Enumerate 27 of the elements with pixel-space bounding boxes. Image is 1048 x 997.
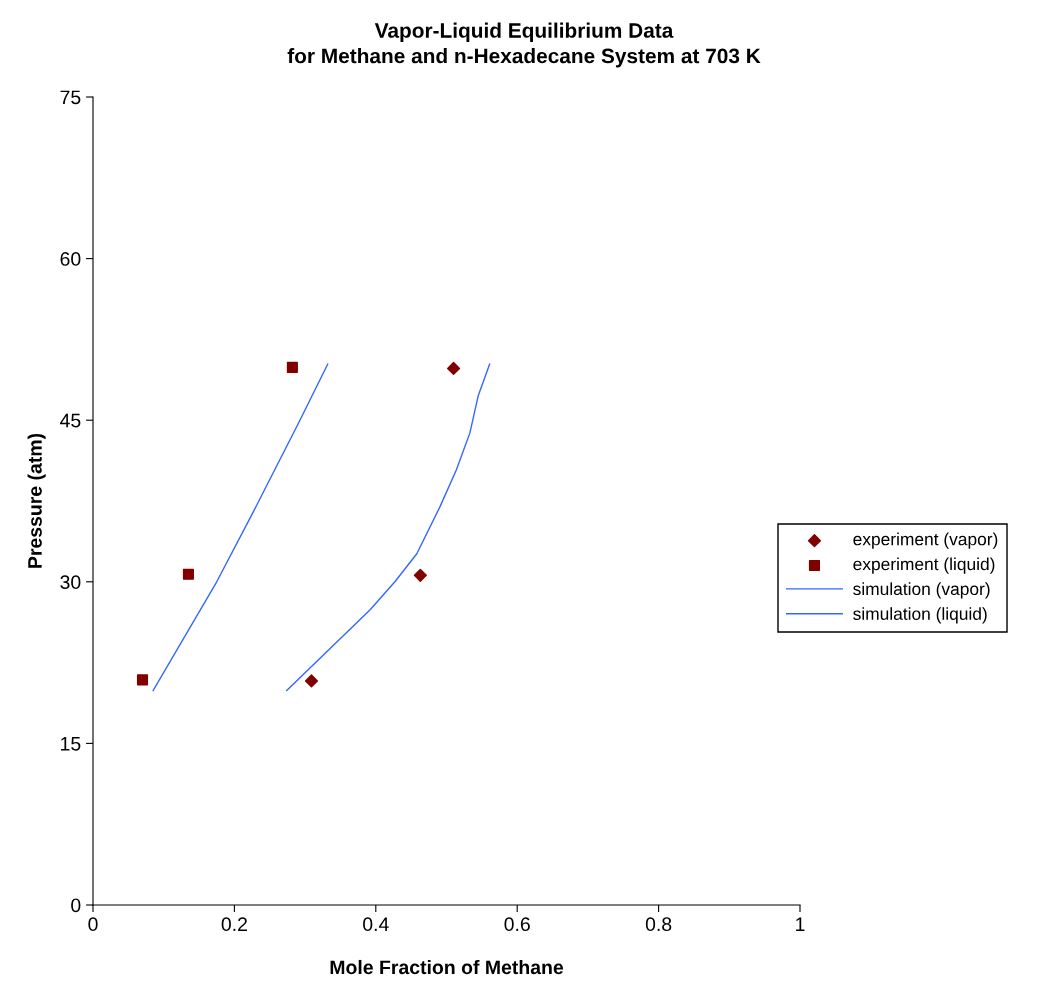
- x-tick-label: 0.8: [645, 917, 672, 932]
- y-tick-label: 0: [71, 898, 81, 913]
- legend-label: simulation (liquid): [853, 607, 987, 624]
- line-series: [286, 363, 491, 692]
- legend-label: simulation (vapor): [853, 582, 990, 599]
- point: [413, 568, 427, 582]
- y-tick-label: 60: [60, 252, 81, 266]
- x-tick-label: 0.4: [363, 917, 389, 932]
- x-tick-label: 1: [796, 917, 805, 931]
- point: [136, 674, 149, 686]
- point: [286, 361, 298, 373]
- point: [446, 361, 461, 376]
- y-tick-label: 30: [60, 575, 81, 590]
- point: [182, 568, 195, 580]
- point: [304, 674, 319, 688]
- y-tick-label: 45: [60, 413, 81, 428]
- chart-title: Vapor-Liquid Equilibrium Data for Methane and n-Hexadecane System at 703 K: [287, 22, 761, 68]
- line-series: [152, 363, 329, 692]
- x-axis-title: Mole Fraction of Methane: [330, 959, 564, 975]
- y-tick-label: 15: [61, 737, 81, 751]
- y-tick-label: 75: [60, 90, 81, 105]
- legend-label: experiment (liquid): [853, 557, 995, 574]
- y-axis-title: Pressure (atm): [27, 433, 46, 568]
- x-tick-label: 0.6: [504, 917, 530, 932]
- x-tick-label: 0.2: [221, 917, 247, 932]
- legend-label: experiment (vapor): [853, 532, 998, 549]
- x-tick-label: 0: [88, 917, 98, 932]
